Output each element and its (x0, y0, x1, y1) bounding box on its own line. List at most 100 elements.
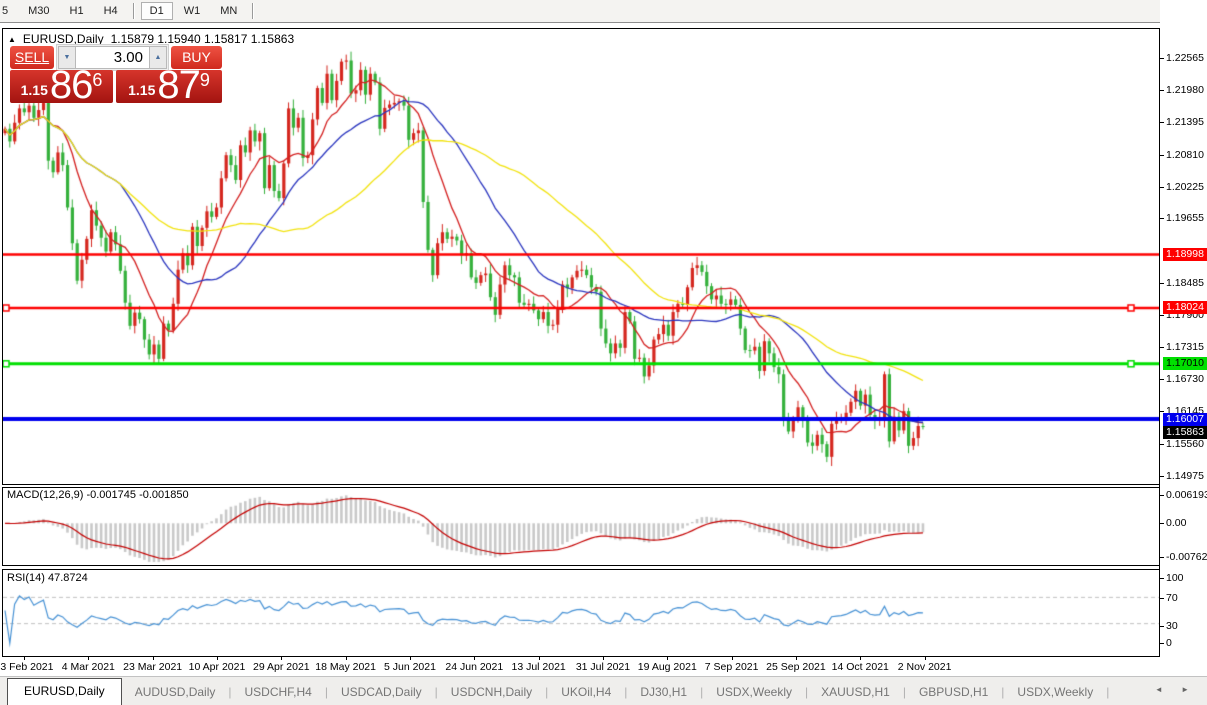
chart-tab-audusd-daily[interactable]: AUDUSD,Daily (134, 685, 216, 699)
volume-input[interactable]: 3.00 (76, 46, 149, 69)
buy-price-display[interactable]: 1.15 87 9 (116, 65, 222, 105)
timeframe-button-mn[interactable]: MN (220, 5, 238, 17)
price-tick: 1.21395 (1160, 116, 1204, 128)
date-tick-mark (409, 657, 411, 660)
date-label: 13 Feb 2021 (0, 661, 54, 673)
date-tick-mark (602, 657, 604, 660)
chart-tab-usdx-weekly[interactable]: USDX,Weekly (716, 685, 792, 699)
date-label: 25 Sep 2021 (766, 661, 826, 673)
rsi-axis-tick: 0 (1160, 637, 1172, 649)
volume-stepper: ▼ 3.00 ▲ (56, 44, 169, 71)
date-label: 5 Jun 2021 (383, 661, 436, 673)
price-tick: 1.16730 (1160, 373, 1204, 385)
date-label: 4 Mar 2021 (61, 661, 115, 673)
timeframe-button-d1[interactable]: D1 (140, 2, 173, 20)
volume-increase-icon[interactable]: ▲ (149, 46, 167, 69)
price-line-label: 1.17010 (1163, 357, 1207, 371)
chart-tab-eurusd-daily[interactable]: EURUSD,Daily (7, 678, 122, 705)
date-axis: 13 Feb 2021 4 Mar 2021 23 Mar 2021 10 Apr 2… (0, 657, 1160, 676)
price-tick: 1.14975 (1160, 470, 1204, 482)
tab-scroll-left-icon[interactable]: ◄ (1154, 685, 1171, 694)
date-label: 13 Jul 2021 (511, 661, 566, 673)
date-label: 19 Aug 2021 (637, 661, 697, 673)
tab-separator: | (700, 685, 704, 699)
timeframe-button-w1[interactable]: W1 (183, 5, 201, 17)
volume-decrease-icon[interactable]: ▼ (58, 46, 76, 69)
date-label: 29 Apr 2021 (252, 661, 310, 673)
price-axis-border (1159, 28, 1160, 657)
rsi-axis-tick: 70 (1160, 592, 1178, 604)
date-tick-mark (795, 657, 797, 660)
tab-separator: | (1001, 685, 1005, 699)
chart-tab-bar: EURUSD,Daily AUDUSD,Daily | USDCHF,H4 | USDCA… (0, 676, 1207, 705)
price-tick: 1.21980 (1160, 84, 1204, 96)
rsi-indicator-chart[interactable] (2, 569, 1160, 657)
macd-label: MACD(12,26,9) -0.001745 -0.001850 (7, 489, 189, 501)
price-axis: 1.22565 1.21980 1.21395 1.20810 1.20225 1.196… (1160, 0, 1207, 676)
price-line-label: 1.18998 (1163, 247, 1207, 261)
quote-panel-toggle-icon[interactable]: ▲ (8, 34, 16, 44)
timeframe-button-m30[interactable]: M30 (28, 5, 50, 17)
toolbar-separator (132, 3, 135, 19)
macd-axis-tick: 0.00 (1160, 517, 1186, 529)
price-tick: 1.17315 (1160, 341, 1204, 353)
date-label: 18 May 2021 (315, 661, 376, 673)
one-click-trade-panel: SELL ▼ 3.00 ▲ BUY 1.15 86 6 1.15 87 9 (8, 44, 224, 105)
sell-price-display[interactable]: 1.15 86 6 (10, 65, 113, 105)
price-tick: 1.19655 (1160, 212, 1204, 224)
date-tick-mark (88, 657, 90, 660)
date-label: 10 Apr 2021 (188, 661, 246, 673)
date-tick-mark (474, 657, 476, 660)
chart-tab-dj30-h1[interactable]: DJ30,H1 (640, 685, 688, 699)
price-line-label: 1.16007 (1163, 412, 1207, 426)
chart-tab-xauusd-h1[interactable]: XAUUSD,H1 (821, 685, 890, 699)
chart-title: ▲ EURUSD,Daily 1.15879 1.15940 1.15817 1… (8, 32, 294, 46)
date-tick-mark (281, 657, 283, 660)
price-tick: 1.20225 (1160, 181, 1204, 193)
tab-separator: | (624, 685, 628, 699)
date-tick-mark (667, 657, 669, 660)
chart-tab-usdchf-h4[interactable]: USDCHF,H4 (244, 685, 312, 699)
date-label: 31 Jul 2021 (575, 661, 631, 673)
sell-button[interactable]: SELL (10, 46, 54, 69)
macd-indicator-chart[interactable] (2, 487, 1160, 566)
buy-button[interactable]: BUY (171, 46, 222, 69)
tab-separator: | (902, 685, 906, 699)
chart-tab-ukoil-h4[interactable]: UKOil,H4 (561, 685, 612, 699)
price-line-label: 1.15863 (1163, 425, 1207, 439)
chart-tab-usdcad-daily[interactable]: USDCAD,Daily (340, 685, 422, 699)
rsi-axis-tick: 30 (1160, 620, 1178, 632)
date-label: 24 Jun 2021 (445, 661, 504, 673)
date-label: 14 Oct 2021 (831, 661, 889, 673)
tab-scroll-right-icon[interactable]: ► (1181, 685, 1197, 694)
tab-separator: | (228, 685, 232, 699)
chart-tab-gbpusd-h1[interactable]: GBPUSD,H1 (918, 685, 989, 699)
date-tick-mark (860, 657, 862, 660)
date-tick-mark (24, 657, 25, 660)
chart-tab-usdcnh-daily[interactable]: USDCNH,Daily (450, 685, 533, 699)
date-tick-mark (538, 657, 540, 660)
tab-separator: | (805, 685, 809, 699)
timeframe-button-5[interactable]: 5 (2, 5, 9, 17)
date-tick-mark (924, 657, 926, 660)
tab-separator: | (324, 685, 328, 699)
toolbar-separator (252, 3, 255, 19)
price-tick: 1.18485 (1160, 277, 1204, 289)
chart-tab-usdx-weekly[interactable]: USDX,Weekly (1017, 685, 1094, 699)
price-tick: 1.22565 (1160, 52, 1204, 64)
price-tick: 1.20810 (1160, 149, 1204, 161)
date-label: 7 Sep 2021 (704, 661, 759, 673)
timeframe-toolbar: 5 M30 H1 H4 D1 W1 MN (0, 0, 1207, 23)
price-line-label: 1.18024 (1163, 301, 1207, 315)
symbol-period-label: EURUSD,Daily (22, 32, 104, 46)
rsi-label: RSI(14) 47.8724 (7, 572, 88, 584)
timeframe-button-h4[interactable]: H4 (103, 5, 118, 17)
ohlc-values: 1.15879 1.15940 1.15817 1.15863 (110, 32, 295, 46)
date-label: 2 Nov 2021 (897, 661, 952, 673)
date-tick-mark (731, 657, 733, 660)
main-price-chart[interactable] (2, 28, 1160, 485)
timeframe-button-h1[interactable]: H1 (69, 5, 84, 17)
tab-separator: | (545, 685, 549, 699)
